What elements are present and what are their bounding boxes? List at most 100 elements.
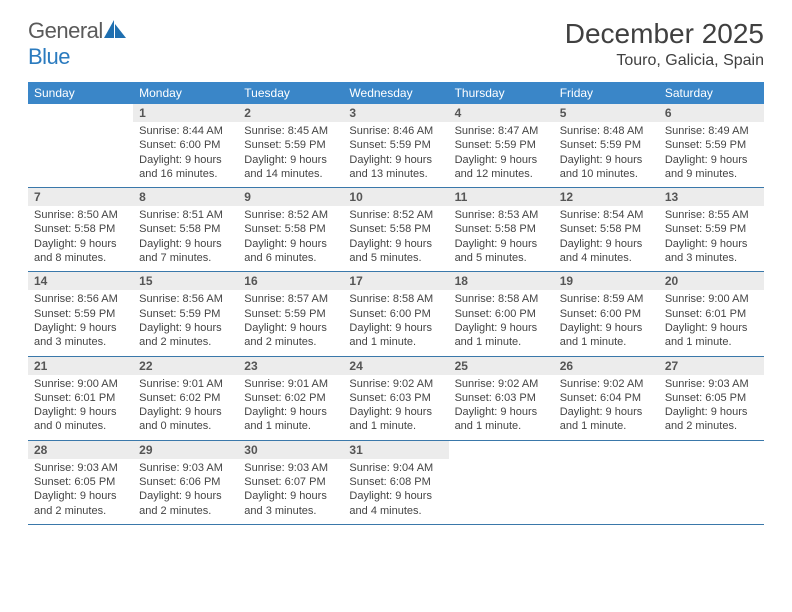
day-cell: 16 Sunrise: 8:57 AMSunset: 5:59 PMDayligh… (238, 272, 343, 355)
day-number: 12 (554, 188, 659, 206)
day-cell: 1Sunrise: 8:44 AMSunset: 6:00 PMDaylight… (133, 104, 238, 187)
day-info: Sunrise: 8:56 AMSunset: 5:59 PMDaylight:… (28, 292, 133, 349)
day-info: Sunrise: 9:04 AMSunset: 6:08 PMDaylight:… (343, 461, 448, 518)
day-cell: 5 Sunrise: 8:48 AMSunset: 5:59 PMDaylight… (554, 104, 659, 187)
day-cell: 10 Sunrise: 8:52 AMSunset: 5:58 PMDayligh… (343, 188, 448, 271)
day-number: 24 (343, 357, 448, 375)
day-number: 10 (343, 188, 448, 206)
empty-day (659, 441, 764, 459)
day-info: Sunrise: 8:56 AMSunset: 5:59 PMDaylight:… (133, 292, 238, 349)
day-cell: 31Sunrise: 9:04 AMSunset: 6:08 PMDayligh… (343, 441, 448, 524)
title-block: December 2025 Touro, Galicia, Spain (565, 18, 764, 70)
day-info: Sunrise: 9:03 AMSunset: 6:05 PMDaylight:… (659, 377, 764, 434)
day-info: Sunrise: 8:51 AMSunset: 5:58 PMDaylight:… (133, 208, 238, 265)
day-number: 14 (28, 272, 133, 290)
day-number: 16 (238, 272, 343, 290)
day-cell: 18 Sunrise: 8:58 AMSunset: 6:00 PMDayligh… (449, 272, 554, 355)
day-header: Wednesday (343, 82, 448, 104)
day-cell: 2 Sunrise: 8:45 AMSunset: 5:59 PMDaylight… (238, 104, 343, 187)
day-cell (28, 104, 133, 187)
day-header: Sunday (28, 82, 133, 104)
week-row: 1Sunrise: 8:44 AMSunset: 6:00 PMDaylight… (28, 104, 764, 188)
day-cell: 27 Sunrise: 9:03 AMSunset: 6:05 PMDayligh… (659, 357, 764, 440)
day-info: Sunrise: 8:54 AMSunset: 5:58 PMDaylight:… (554, 208, 659, 265)
day-info: Sunrise: 8:44 AMSunset: 6:00 PMDaylight:… (133, 124, 238, 181)
day-info: Sunrise: 8:52 AMSunset: 5:58 PMDaylight:… (238, 208, 343, 265)
day-number: 19 (554, 272, 659, 290)
day-info: Sunrise: 8:48 AMSunset: 5:59 PMDaylight:… (554, 124, 659, 181)
logo-sail-icon (104, 20, 126, 38)
day-info: Sunrise: 9:03 AMSunset: 6:07 PMDaylight:… (238, 461, 343, 518)
empty-day (449, 441, 554, 459)
day-cell: 15 Sunrise: 8:56 AMSunset: 5:59 PMDayligh… (133, 272, 238, 355)
day-number: 22 (133, 357, 238, 375)
day-number: 8 (133, 188, 238, 206)
logo-text-2: Blue (28, 44, 70, 69)
day-info: Sunrise: 8:47 AMSunset: 5:59 PMDaylight:… (449, 124, 554, 181)
day-cell: 17Sunrise: 8:58 AMSunset: 6:00 PMDayligh… (343, 272, 448, 355)
day-number: 23 (238, 357, 343, 375)
day-number: 28 (28, 441, 133, 459)
day-header: Monday (133, 82, 238, 104)
day-cell: 29Sunrise: 9:03 AMSunset: 6:06 PMDayligh… (133, 441, 238, 524)
day-info: Sunrise: 8:58 AMSunset: 6:00 PMDaylight:… (343, 292, 448, 349)
day-number: 25 (449, 357, 554, 375)
day-header-row: SundayMondayTuesdayWednesdayThursdayFrid… (28, 82, 764, 104)
empty-day (554, 441, 659, 459)
day-cell (554, 441, 659, 524)
day-info: Sunrise: 8:45 AMSunset: 5:59 PMDaylight:… (238, 124, 343, 181)
day-number: 26 (554, 357, 659, 375)
day-header: Friday (554, 82, 659, 104)
day-cell: 11 Sunrise: 8:53 AMSunset: 5:58 PMDayligh… (449, 188, 554, 271)
day-info: Sunrise: 9:00 AMSunset: 6:01 PMDaylight:… (28, 377, 133, 434)
day-info: Sunrise: 9:00 AMSunset: 6:01 PMDaylight:… (659, 292, 764, 349)
day-info: Sunrise: 9:02 AMSunset: 6:03 PMDaylight:… (449, 377, 554, 434)
day-info: Sunrise: 8:59 AMSunset: 6:00 PMDaylight:… (554, 292, 659, 349)
day-info: Sunrise: 9:01 AMSunset: 6:02 PMDaylight:… (238, 377, 343, 434)
logo: GeneralBlue (28, 18, 126, 70)
day-cell: 7Sunrise: 8:50 AMSunset: 5:58 PMDaylight… (28, 188, 133, 271)
day-cell: 8 Sunrise: 8:51 AMSunset: 5:58 PMDaylight… (133, 188, 238, 271)
day-number: 11 (449, 188, 554, 206)
day-info: Sunrise: 8:53 AMSunset: 5:58 PMDaylight:… (449, 208, 554, 265)
header: GeneralBlue December 2025 Touro, Galicia… (0, 0, 792, 78)
week-row: 7Sunrise: 8:50 AMSunset: 5:58 PMDaylight… (28, 188, 764, 272)
day-info: Sunrise: 9:03 AMSunset: 6:06 PMDaylight:… (133, 461, 238, 518)
day-cell: 14 Sunrise: 8:56 AMSunset: 5:59 PMDayligh… (28, 272, 133, 355)
day-number: 2 (238, 104, 343, 122)
calendar: SundayMondayTuesdayWednesdayThursdayFrid… (0, 78, 792, 525)
day-header: Saturday (659, 82, 764, 104)
day-info: Sunrise: 8:58 AMSunset: 6:00 PMDaylight:… (449, 292, 554, 349)
day-info: Sunrise: 8:50 AMSunset: 5:58 PMDaylight:… (28, 208, 133, 265)
day-cell: 3 Sunrise: 8:46 AMSunset: 5:59 PMDaylight… (343, 104, 448, 187)
day-cell: 6Sunrise: 8:49 AMSunset: 5:59 PMDaylight… (659, 104, 764, 187)
day-cell: 24 Sunrise: 9:02 AMSunset: 6:03 PMDayligh… (343, 357, 448, 440)
day-cell: 9 Sunrise: 8:52 AMSunset: 5:58 PMDaylight… (238, 188, 343, 271)
day-info: Sunrise: 8:46 AMSunset: 5:59 PMDaylight:… (343, 124, 448, 181)
day-cell: 25 Sunrise: 9:02 AMSunset: 6:03 PMDayligh… (449, 357, 554, 440)
logo-text-1: General (28, 18, 103, 43)
day-info: Sunrise: 8:55 AMSunset: 5:59 PMDaylight:… (659, 208, 764, 265)
day-number: 30 (238, 441, 343, 459)
day-number: 21 (28, 357, 133, 375)
day-number: 27 (659, 357, 764, 375)
day-number: 5 (554, 104, 659, 122)
day-cell: 30 Sunrise: 9:03 AMSunset: 6:07 PMDayligh… (238, 441, 343, 524)
day-number: 3 (343, 104, 448, 122)
day-number: 13 (659, 188, 764, 206)
day-info: Sunrise: 9:02 AMSunset: 6:03 PMDaylight:… (343, 377, 448, 434)
day-number: 9 (238, 188, 343, 206)
day-cell: 19 Sunrise: 8:59 AMSunset: 6:00 PMDayligh… (554, 272, 659, 355)
logo-text: GeneralBlue (28, 18, 126, 70)
month-title: December 2025 (565, 18, 764, 50)
day-info: Sunrise: 9:02 AMSunset: 6:04 PMDaylight:… (554, 377, 659, 434)
day-number: 15 (133, 272, 238, 290)
day-cell: 13 Sunrise: 8:55 AMSunset: 5:59 PMDayligh… (659, 188, 764, 271)
day-header: Tuesday (238, 82, 343, 104)
day-number: 18 (449, 272, 554, 290)
day-cell: 21 Sunrise: 9:00 AMSunset: 6:01 PMDayligh… (28, 357, 133, 440)
empty-day (28, 104, 133, 122)
day-info: Sunrise: 8:52 AMSunset: 5:58 PMDaylight:… (343, 208, 448, 265)
day-info: Sunrise: 8:57 AMSunset: 5:59 PMDaylight:… (238, 292, 343, 349)
weeks-container: 1Sunrise: 8:44 AMSunset: 6:00 PMDaylight… (28, 104, 764, 525)
